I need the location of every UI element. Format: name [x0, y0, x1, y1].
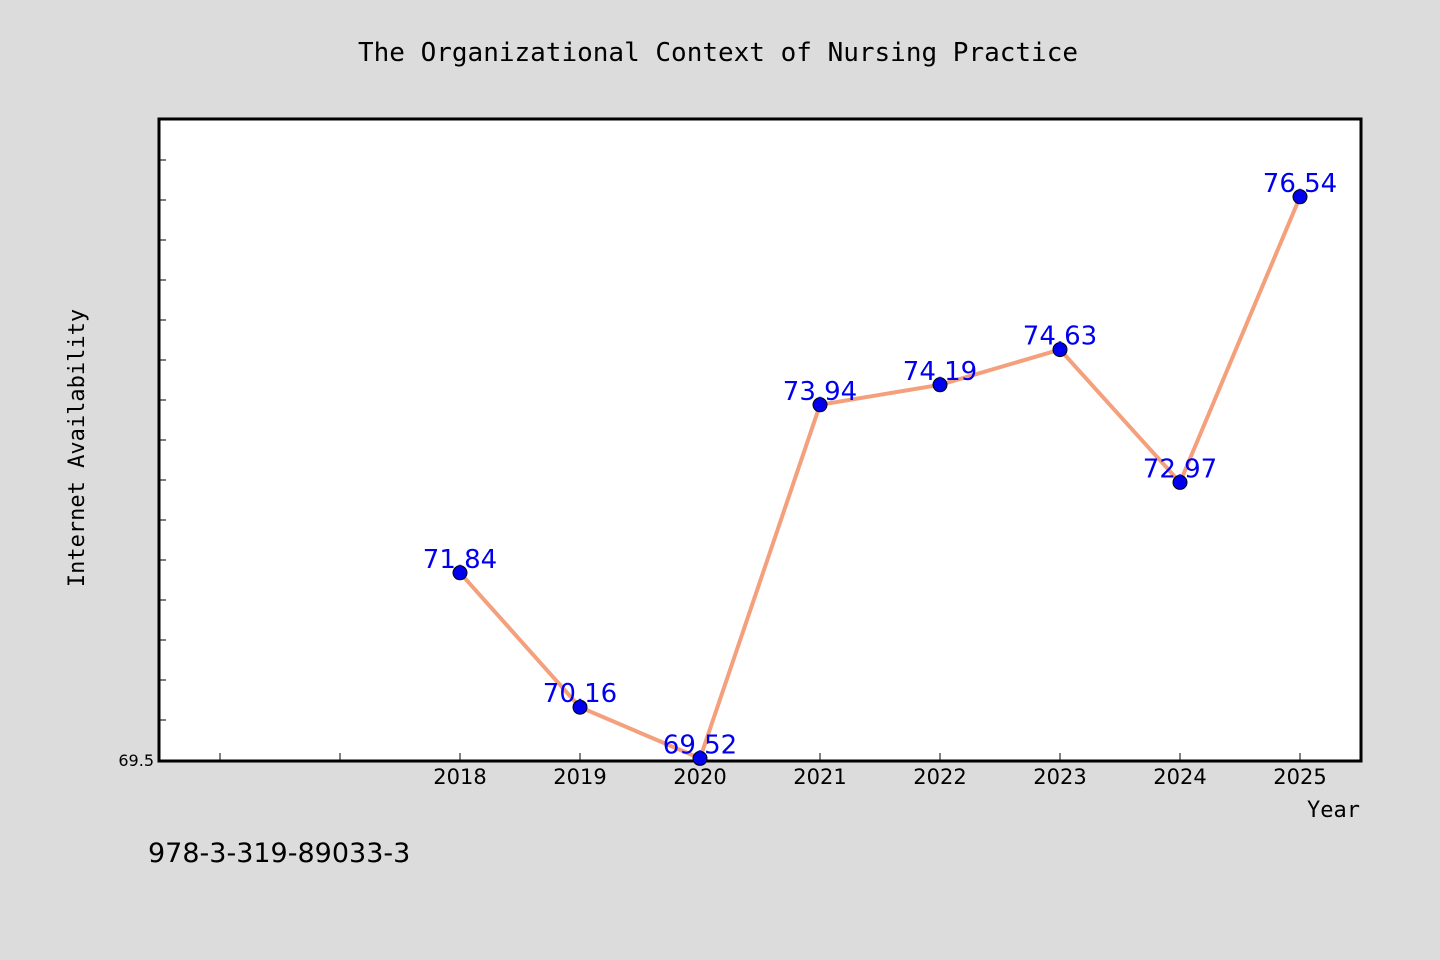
- x-tick-label: 2022: [913, 765, 966, 789]
- axis-ticks: 2018 2019 2020 2021 2022 2023 2024 2025: [160, 119, 1327, 789]
- data-point: [812, 397, 828, 413]
- isbn-text: 978-3-319-89033-3: [148, 838, 410, 869]
- data-label: 74.63: [1023, 322, 1097, 352]
- chart-title: The Organizational Context of Nursing Pr…: [358, 38, 1078, 68]
- x-tick-label: 2024: [1153, 765, 1206, 789]
- data-label: 70.16: [543, 679, 617, 709]
- data-label: 73.94: [783, 377, 857, 407]
- x-tick-label: 2025: [1273, 765, 1326, 789]
- x-tick-label: 2021: [793, 765, 846, 789]
- data-point: [1052, 342, 1068, 358]
- data-label: 71.84: [423, 545, 497, 575]
- data-label: 74.19: [903, 357, 977, 387]
- x-tick-label: 2020: [673, 765, 726, 789]
- data-point: [932, 377, 948, 393]
- x-tick-label: 2023: [1033, 765, 1086, 789]
- y-axis-label: Internet Availability: [65, 309, 90, 587]
- data-label: 76.54: [1263, 169, 1337, 199]
- x-tick-label: 2019: [553, 765, 606, 789]
- series-group: 71.84 70.16 69.52 73.94 74.19 74.63 72.97 76.54: [423, 169, 1337, 766]
- data-point: [692, 750, 708, 766]
- data-point: [572, 699, 588, 715]
- data-point: [1172, 474, 1188, 490]
- data-point: [1292, 189, 1308, 205]
- x-axis-label: Year: [1307, 798, 1360, 823]
- plot-area: [157, 117, 1363, 763]
- series-line: [458, 196, 1302, 761]
- data-label: 69.52: [663, 730, 737, 760]
- data-label: 72.97: [1143, 454, 1217, 484]
- data-point: [452, 565, 468, 581]
- y-tick-label: 69.5: [118, 751, 154, 770]
- x-tick-label: 2018: [433, 765, 486, 789]
